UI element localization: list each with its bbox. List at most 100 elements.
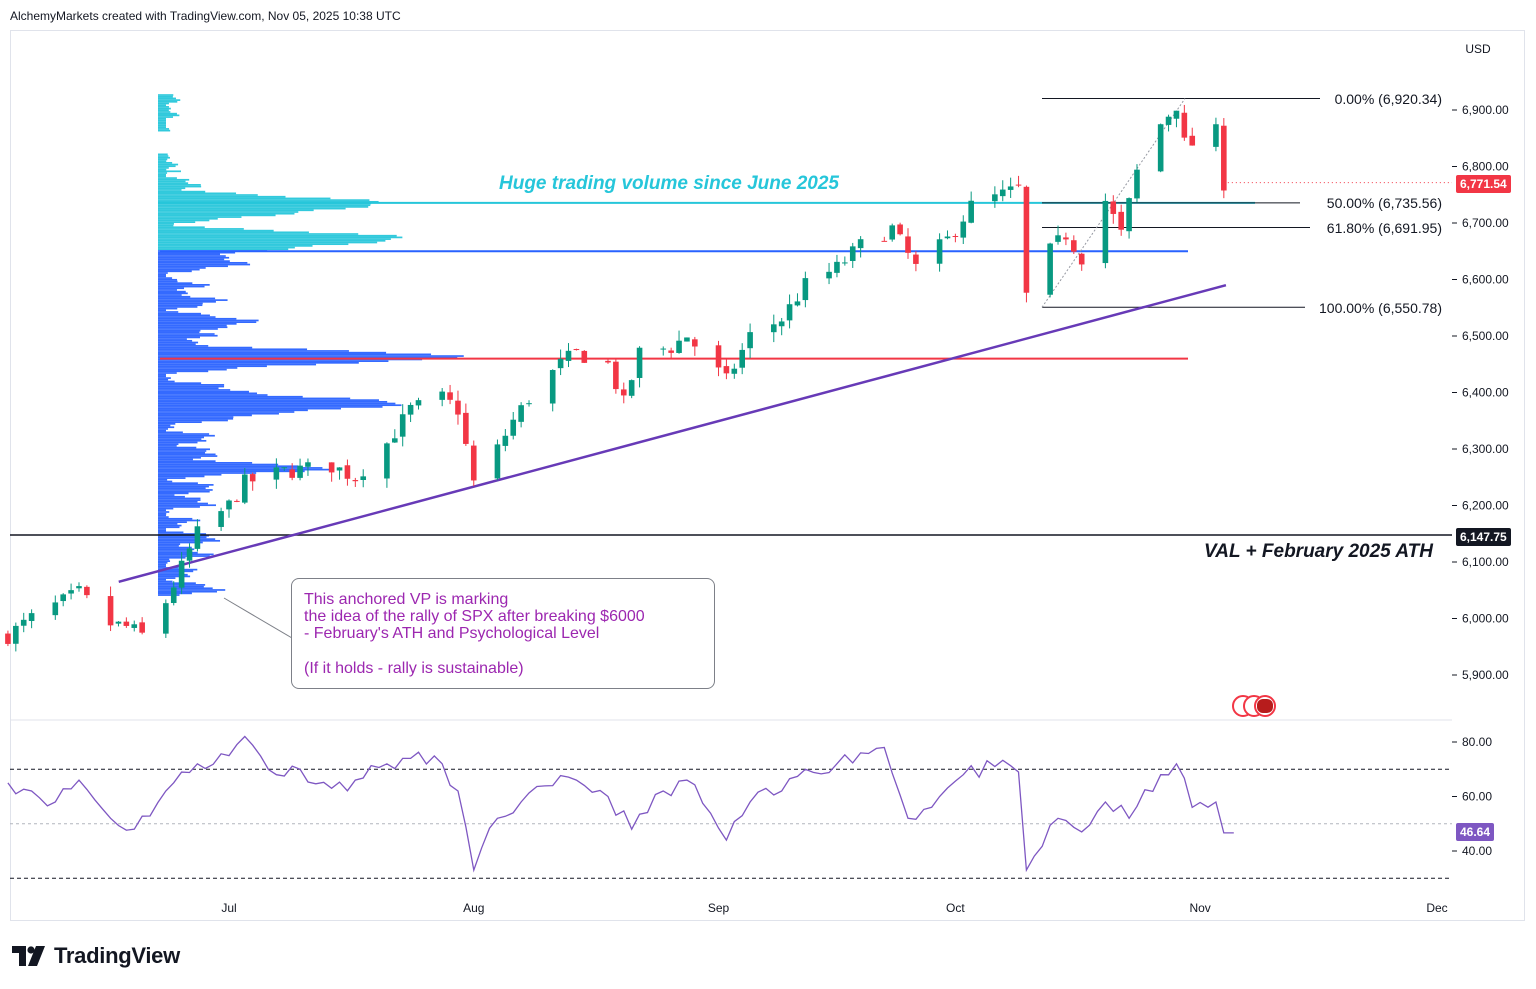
volume-bar [158, 341, 199, 344]
rsi-pane [7, 735, 1452, 879]
price-tick-label: 6,200.00 [1462, 499, 1509, 513]
volume-bar [158, 177, 177, 179]
volume-bar [158, 233, 359, 235]
candles [5, 104, 1227, 652]
volume-bar [158, 443, 179, 446]
volume-bar [158, 155, 169, 157]
volume-bar [158, 243, 349, 246]
candle [549, 369, 556, 412]
volume-bar [158, 528, 166, 530]
price-tick-label: 6,900.00 [1462, 103, 1509, 117]
volume-bar [158, 116, 174, 118]
volume-bar [158, 546, 192, 549]
volume-bar [158, 460, 216, 462]
volume-bar [158, 158, 168, 161]
volume-bar [158, 504, 216, 507]
candle [849, 242, 856, 268]
chart-frame[interactable] [10, 30, 1525, 921]
candle [897, 222, 903, 236]
candle [1221, 118, 1227, 199]
volume-bar [158, 553, 214, 556]
volume-bar [158, 219, 210, 222]
candle [455, 390, 461, 425]
volume-bar [158, 509, 166, 512]
candle [1173, 110, 1180, 128]
trend-line[interactable] [118, 283, 1227, 583]
volume-bar [158, 294, 182, 296]
candle [826, 262, 832, 285]
candle [328, 462, 335, 482]
tradingview-logo[interactable]: TradingView [12, 942, 180, 970]
volume-bar [158, 122, 166, 125]
analysis-note[interactable]: This anchored VP is marking the idea of … [291, 578, 715, 689]
volume-bar [158, 445, 177, 447]
candle [968, 191, 974, 224]
volume-bar [158, 165, 176, 168]
volume-bar [158, 255, 226, 257]
trendline[interactable] [118, 283, 1227, 583]
volume-bar [158, 239, 386, 242]
candle [494, 439, 501, 481]
time-tick-label: Sep [708, 901, 730, 915]
candle [84, 585, 90, 599]
volume-bar [158, 578, 166, 581]
currency-label[interactable]: USD [1465, 42, 1491, 56]
candle [1126, 197, 1132, 239]
volume-bar [158, 326, 228, 329]
volume-bar [158, 192, 237, 195]
candle [1047, 242, 1053, 298]
volume-bar [158, 292, 188, 295]
volume-annotation[interactable]: Huge trading volume since June 2025 [499, 173, 839, 194]
candle [52, 595, 59, 620]
volume-bar [158, 311, 179, 313]
volume-bar [158, 431, 183, 434]
volume-bar [158, 316, 216, 318]
volume-bar [158, 300, 216, 303]
volume-bar [158, 419, 228, 422]
volume-bar [158, 214, 276, 217]
event-flag-icon[interactable] [1232, 695, 1276, 717]
volume-bar [158, 394, 268, 396]
val-annotation[interactable]: VAL + February 2025 ATH [1204, 541, 1433, 562]
volume-bar [158, 333, 215, 335]
axes: 6,900.00 6,800.00 6,700.00 6,600.00 6,500.00… [10, 103, 1509, 915]
volume-bar [158, 217, 218, 220]
volume-bar [158, 389, 231, 391]
volume-bar [158, 565, 166, 568]
volume-bar [158, 355, 464, 357]
volume-bar [158, 124, 166, 127]
volume-bar [158, 572, 185, 574]
volume-bar [158, 187, 186, 190]
volume-bar [158, 161, 173, 164]
volume-bar [158, 590, 218, 593]
fib-label-100: 100.00% (6,550.78) [1319, 300, 1442, 316]
volume-bar [158, 467, 323, 469]
volume-bar [158, 238, 391, 240]
candle [620, 382, 627, 404]
volume-bar [158, 226, 205, 229]
volume-bar [158, 190, 206, 193]
volume-bar [158, 570, 194, 573]
volume-bar [158, 104, 166, 107]
candle [723, 359, 730, 380]
volume-bar [158, 484, 214, 486]
price-tick-label: 6,700.00 [1462, 216, 1509, 230]
volume-bar [158, 346, 253, 349]
volume-bar [158, 121, 166, 123]
tradingview-logo-icon [12, 946, 45, 966]
candle [76, 582, 82, 592]
candle [463, 403, 469, 446]
volume-bar [158, 317, 237, 320]
fib-retracement[interactable] [1041, 98, 1320, 308]
volume-bar [158, 280, 178, 283]
volume-bar [158, 206, 369, 208]
volume-bar [158, 523, 178, 525]
candle [1157, 123, 1164, 173]
volume-bar [158, 456, 201, 459]
volume-bar [158, 267, 206, 269]
volume-bar [158, 94, 174, 96]
candle [715, 340, 722, 377]
volume-bar [158, 199, 370, 201]
candle [1023, 185, 1030, 303]
